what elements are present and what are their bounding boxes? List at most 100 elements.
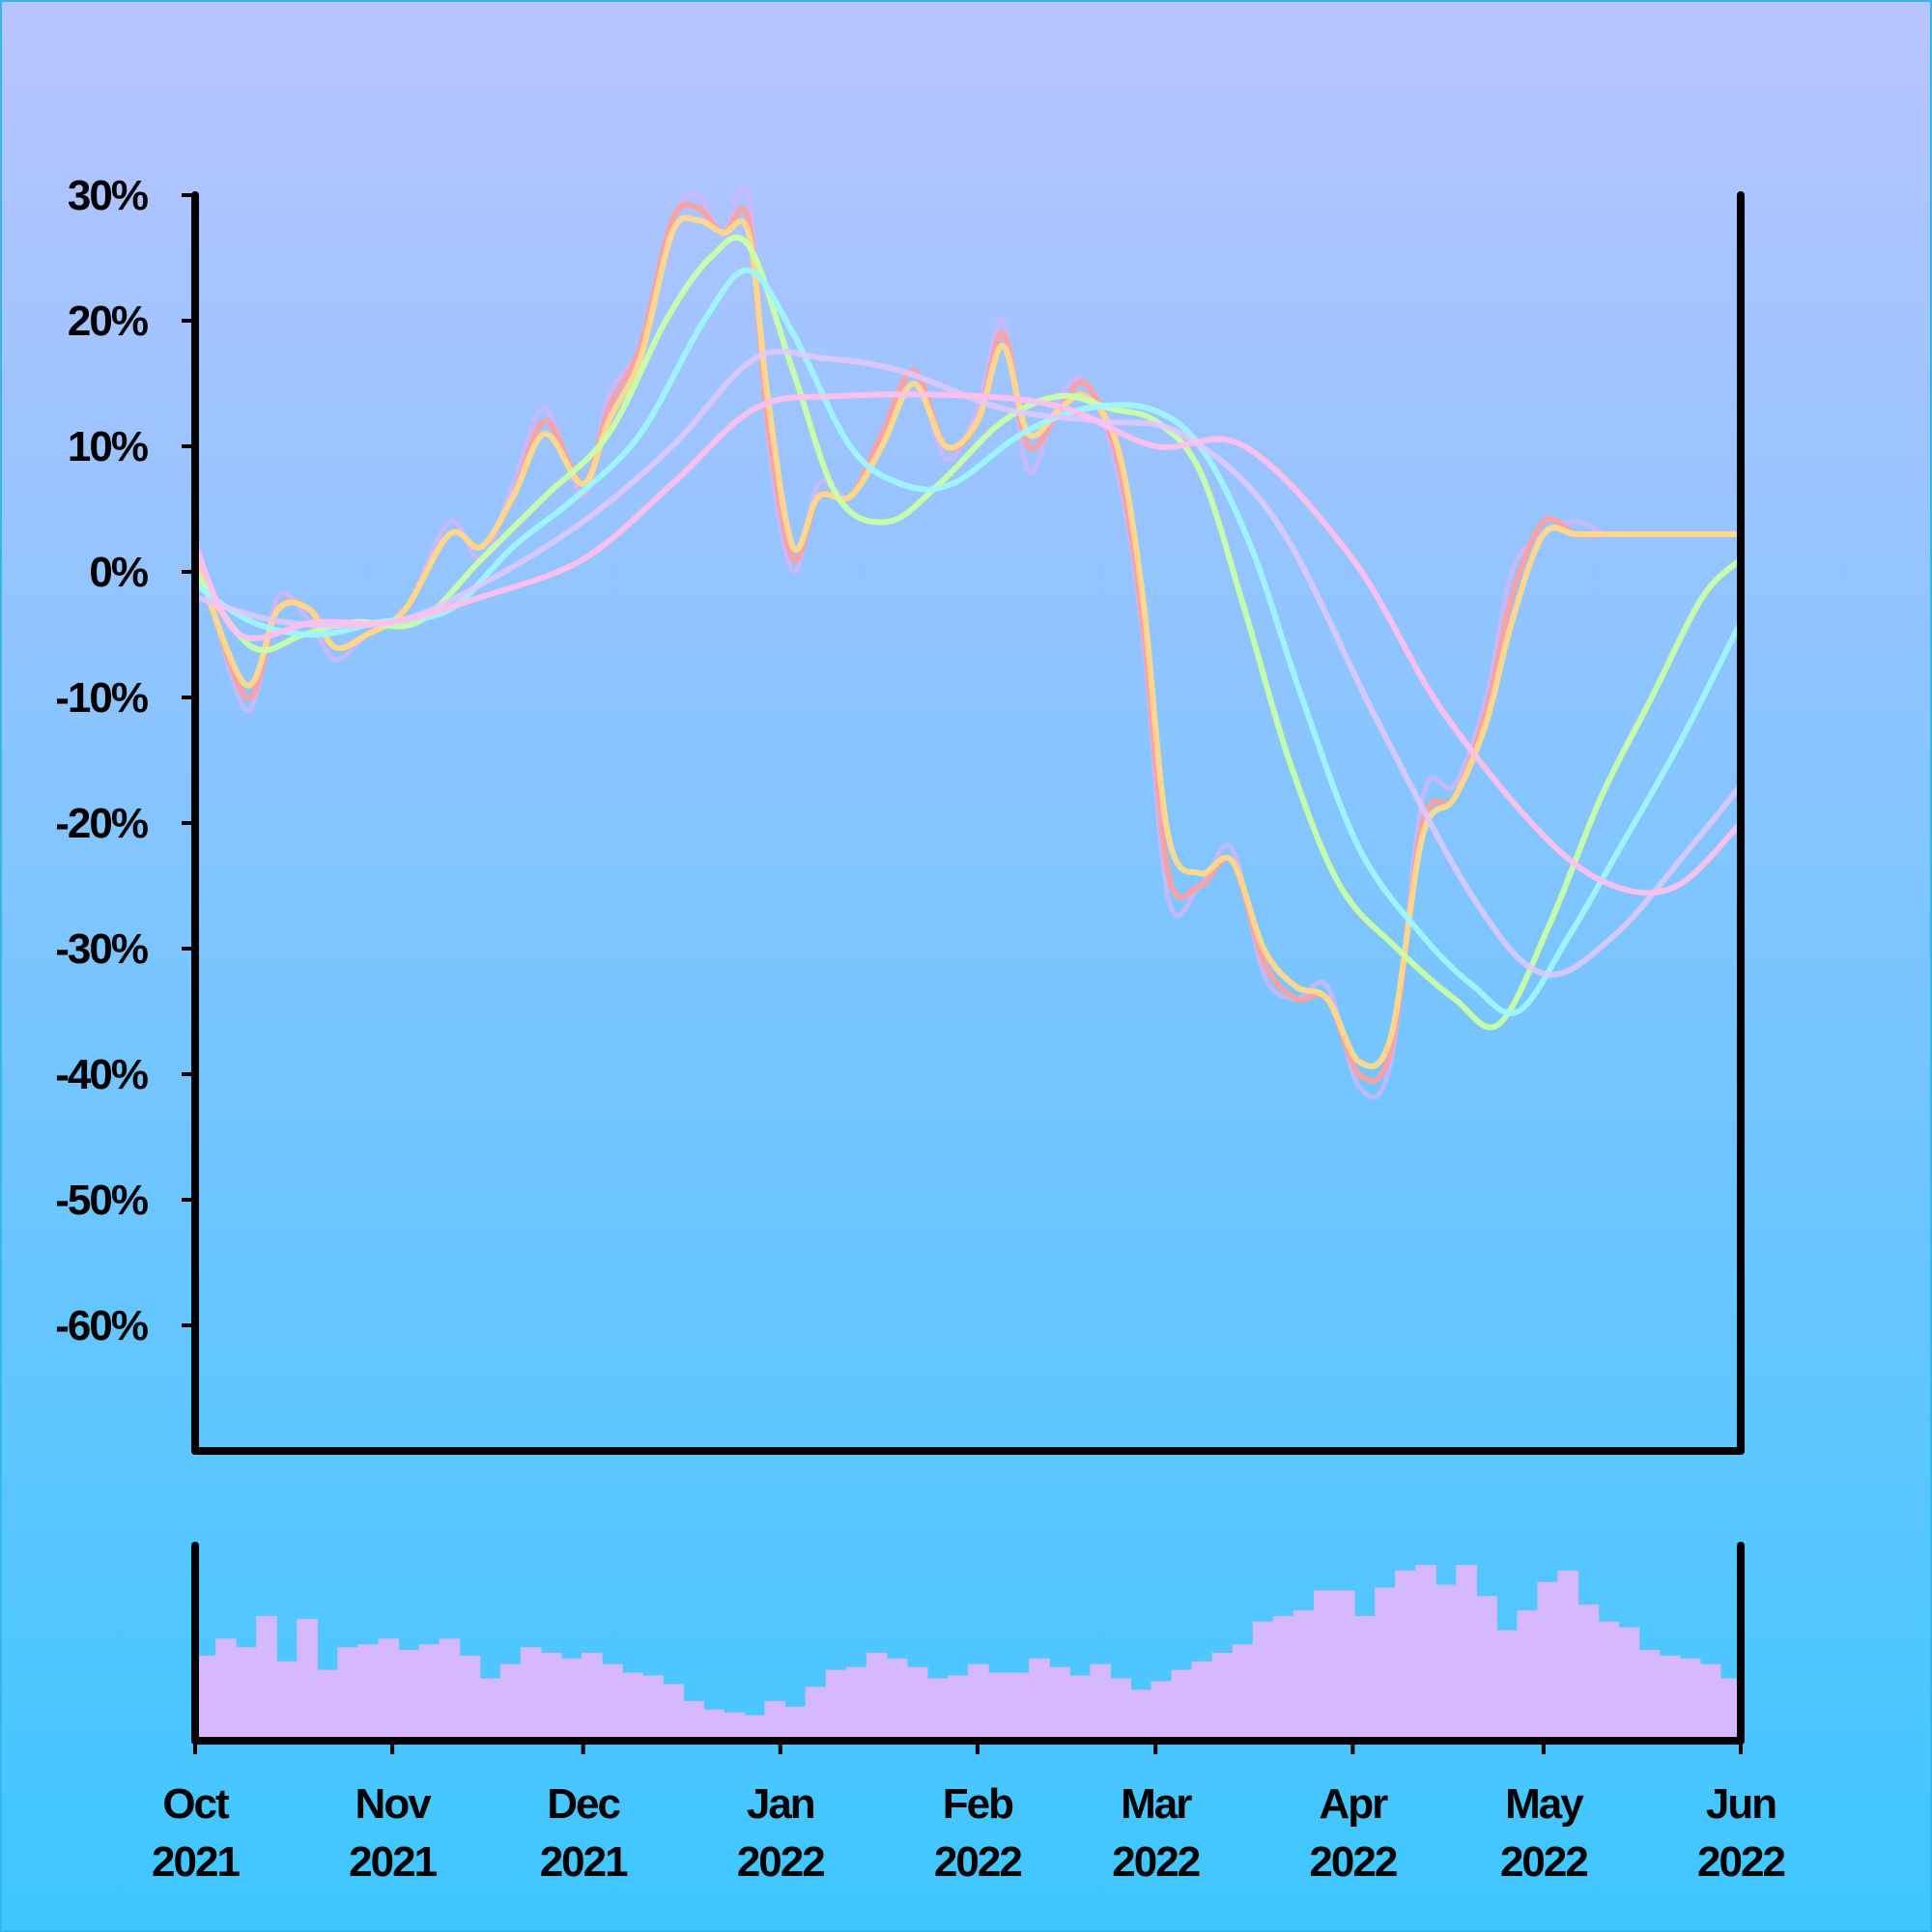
volume-bar [215,1638,227,1741]
volume-bar [784,1706,796,1741]
volume-bar [317,1669,328,1741]
volume-bar [1079,1675,1091,1741]
volume-bar [1232,1644,1243,1741]
volume-bar [530,1647,542,1741]
volume-bar [602,1663,613,1741]
volume-bar [1038,1658,1050,1741]
x-tick-label-month: Feb [943,1780,1013,1828]
volume-bar [1435,1584,1447,1741]
volume-bar [449,1638,461,1741]
series-line-7 [195,391,1741,896]
volume-bar [703,1709,715,1741]
volume-bar [988,1672,1000,1741]
volume-bars [195,1565,1741,1741]
y-tick-label: -10% [55,674,148,722]
volume-bar [1252,1621,1264,1741]
x-tick-label-month: May [1505,1780,1584,1828]
x-tick-label-month: Nov [355,1780,433,1828]
volume-bar [917,1666,928,1741]
x-tick-label-year: 2021 [349,1838,437,1886]
volume-bar [1548,1581,1559,1741]
volume-bar [1618,1627,1630,1741]
series-line-3 [195,214,1741,1069]
volume-bar [1659,1655,1670,1741]
volume-bar [582,1653,593,1741]
volume-bar [1638,1650,1650,1741]
volume-bar [1364,1615,1376,1741]
volume-bar [1608,1621,1620,1741]
x-tick-label-month: Dec [547,1780,620,1828]
x-tick-label-month: Apr [1319,1780,1388,1828]
volume-bar [663,1684,674,1741]
volume-bar [683,1700,695,1741]
volume-bar [1598,1621,1609,1741]
volume-bar [1099,1663,1111,1741]
volume-bar [520,1647,531,1741]
volume-bar [1181,1669,1193,1741]
x-tick-label-year: 2022 [934,1838,1021,1886]
volume-bar [409,1650,420,1741]
volume-bar [1222,1653,1234,1741]
volume-bar [825,1669,837,1741]
y-tick-label: 10% [68,423,148,470]
y-tick-label: -20% [55,800,148,847]
volume-bar [1018,1672,1030,1741]
volume-bar [1690,1658,1701,1741]
volume-bar [753,1715,766,1741]
volume-bar [266,1615,277,1741]
volume-bar [1476,1596,1488,1741]
y-tick-label: -40% [55,1051,148,1098]
volume-bar [195,1655,207,1741]
x-tick-label-year: 2022 [737,1838,824,1886]
volume-bar [1496,1630,1508,1741]
volume-bar [1629,1627,1640,1741]
volume-bar [236,1647,247,1741]
volume-bar [1710,1663,1721,1741]
volume-bar [367,1644,380,1741]
volume-bar [1140,1690,1152,1741]
x-tick-label-year: 2021 [152,1838,240,1886]
x-tick-label-year: 2022 [1112,1838,1199,1886]
volume-bar [764,1700,776,1741]
volume-bar [479,1678,491,1741]
volume-bar [1029,1658,1040,1741]
volume-bar [998,1672,1009,1741]
volume-bar [672,1684,684,1741]
volume-bar [418,1644,430,1741]
x-tick-label-month: Jan [747,1780,814,1828]
volume-bar [490,1678,501,1741]
volume-bar [1568,1570,1579,1741]
volume-bar [1395,1570,1406,1741]
volume-bar [540,1653,553,1741]
volume-bar [1313,1590,1325,1741]
volume-bar [1009,1672,1020,1741]
volume-bar [1069,1675,1081,1741]
volume-bar [1191,1661,1203,1741]
volume-bar [957,1675,969,1741]
volume-bar [591,1653,603,1741]
x-tick-label-year: 2022 [1309,1838,1396,1886]
volume-bar [713,1709,724,1741]
volume-bar [836,1669,847,1741]
volume-bar [845,1666,857,1741]
volume-bar [611,1663,623,1741]
volume-bar [286,1661,298,1741]
volume-bar [551,1653,562,1741]
volume-bar [205,1655,216,1741]
volume-bar [632,1672,643,1741]
volume-bar [1669,1655,1681,1741]
volume-bar [805,1687,816,1741]
volume-bar [1171,1669,1182,1741]
volume-bar [866,1653,877,1741]
series-line-5 [195,267,1741,1016]
volume-bar [1161,1681,1173,1741]
volume-bar [1323,1590,1335,1741]
y-tick-label: -50% [55,1177,148,1224]
volume-bar [1526,1609,1539,1741]
volume-bar [1405,1570,1416,1741]
volume-bar [693,1700,704,1741]
volume-bar [1588,1605,1600,1741]
volume-bar [937,1678,949,1741]
volume-bar [733,1712,746,1741]
volume-bar [1059,1666,1070,1741]
